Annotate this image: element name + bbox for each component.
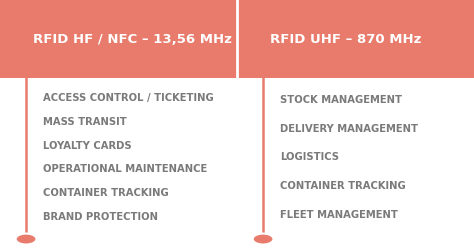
FancyBboxPatch shape <box>0 0 237 78</box>
Text: CONTAINER TRACKING: CONTAINER TRACKING <box>280 181 405 191</box>
Text: MASS TRANSIT: MASS TRANSIT <box>43 117 127 127</box>
Text: LOYALTY CARDS: LOYALTY CARDS <box>43 141 131 151</box>
Text: ACCESS CONTROL / TICKETING: ACCESS CONTROL / TICKETING <box>43 93 213 103</box>
Text: STOCK MANAGEMENT: STOCK MANAGEMENT <box>280 95 401 105</box>
Text: LOGISTICS: LOGISTICS <box>280 152 338 163</box>
Text: FLEET MANAGEMENT: FLEET MANAGEMENT <box>280 210 398 220</box>
Text: DELIVERY MANAGEMENT: DELIVERY MANAGEMENT <box>280 124 418 134</box>
Text: RFID HF / NFC – 13,56 MHz: RFID HF / NFC – 13,56 MHz <box>33 33 232 46</box>
Text: RFID UHF – 870 MHz: RFID UHF – 870 MHz <box>270 33 421 46</box>
FancyBboxPatch shape <box>237 0 474 78</box>
Text: BRAND PROTECTION: BRAND PROTECTION <box>43 212 158 222</box>
Circle shape <box>16 234 36 245</box>
Circle shape <box>253 234 273 245</box>
Text: OPERATIONAL MAINTENANCE: OPERATIONAL MAINTENANCE <box>43 164 207 174</box>
Text: CONTAINER TRACKING: CONTAINER TRACKING <box>43 188 168 198</box>
